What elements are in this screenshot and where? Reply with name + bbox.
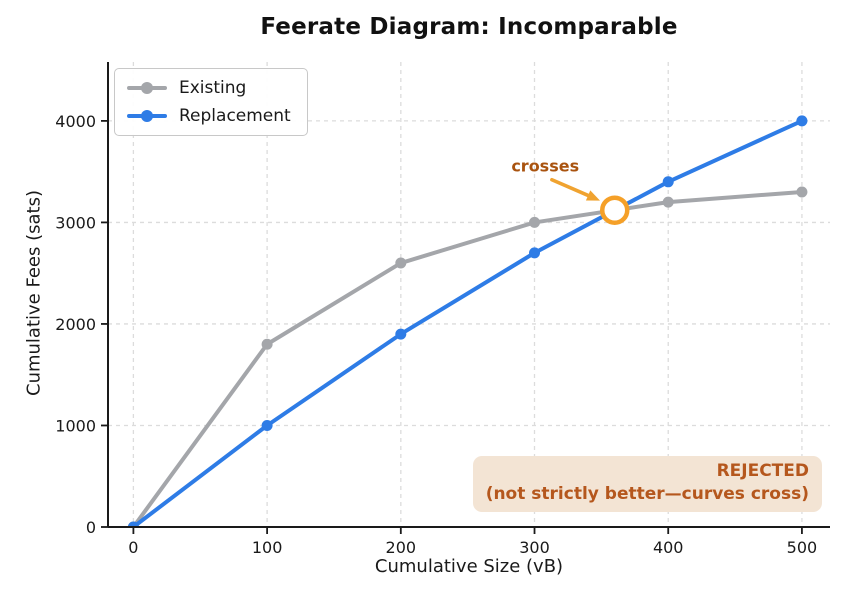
- crosses-annotation-label: crosses: [511, 157, 579, 176]
- existing-data-point: [796, 186, 808, 198]
- x-tick-label: 500: [787, 538, 818, 557]
- x-tick-label: 200: [386, 538, 417, 557]
- replacement-data-point: [395, 328, 407, 340]
- replacement-data-point: [662, 176, 674, 188]
- y-axis-label: Cumulative Fees (sats): [23, 190, 45, 396]
- badge-status-text: REJECTED: [716, 461, 809, 481]
- replacement-data-point: [261, 419, 273, 431]
- replacement-line-sample-icon: [127, 109, 167, 123]
- replacement-data-point: [127, 521, 139, 527]
- y-tick-label: 4000: [55, 112, 96, 131]
- existing-data-point: [395, 257, 407, 269]
- crossing-point-marker: [599, 195, 630, 225]
- existing-data-point: [261, 338, 273, 350]
- legend: Existing Replacement: [114, 68, 308, 136]
- legend-label-replacement: Replacement: [179, 106, 291, 126]
- y-tick-label: 1000: [55, 416, 96, 435]
- y-tick-label: 3000: [55, 213, 96, 232]
- existing-data-point: [662, 196, 674, 208]
- crosses-arrow: [550, 177, 590, 198]
- chart-title: Feerate Diagram: Incomparable: [260, 14, 678, 40]
- x-tick-label: 100: [252, 538, 283, 557]
- x-axis-label: Cumulative Size (vB): [374, 556, 564, 577]
- existing-line: [131, 189, 804, 527]
- series-group: [127, 115, 808, 527]
- legend-label-existing: Existing: [179, 78, 247, 98]
- badge-reason-text: (not strictly better—curves cross): [485, 484, 809, 504]
- y-tick-label: 2000: [55, 315, 96, 334]
- crosses-arrowhead-icon: [585, 190, 601, 201]
- x-tick-label: 0: [128, 538, 138, 557]
- existing-line-sample-icon: [127, 81, 167, 95]
- replacement-marker-swatch: [141, 110, 153, 122]
- existing-marker-swatch: [141, 82, 153, 94]
- replacement-data-point: [796, 115, 808, 127]
- legend-item-existing: Existing: [127, 78, 291, 98]
- legend-item-replacement: Replacement: [127, 106, 291, 126]
- y-tick-label: 0: [86, 518, 96, 537]
- rejected-badge: REJECTED (not strictly better—curves cro…: [472, 456, 822, 512]
- replacement-line: [131, 118, 804, 527]
- existing-data-point: [529, 216, 541, 228]
- x-tick-label: 400: [653, 538, 684, 557]
- x-tick-label: 300: [519, 538, 550, 557]
- replacement-data-point: [529, 247, 541, 259]
